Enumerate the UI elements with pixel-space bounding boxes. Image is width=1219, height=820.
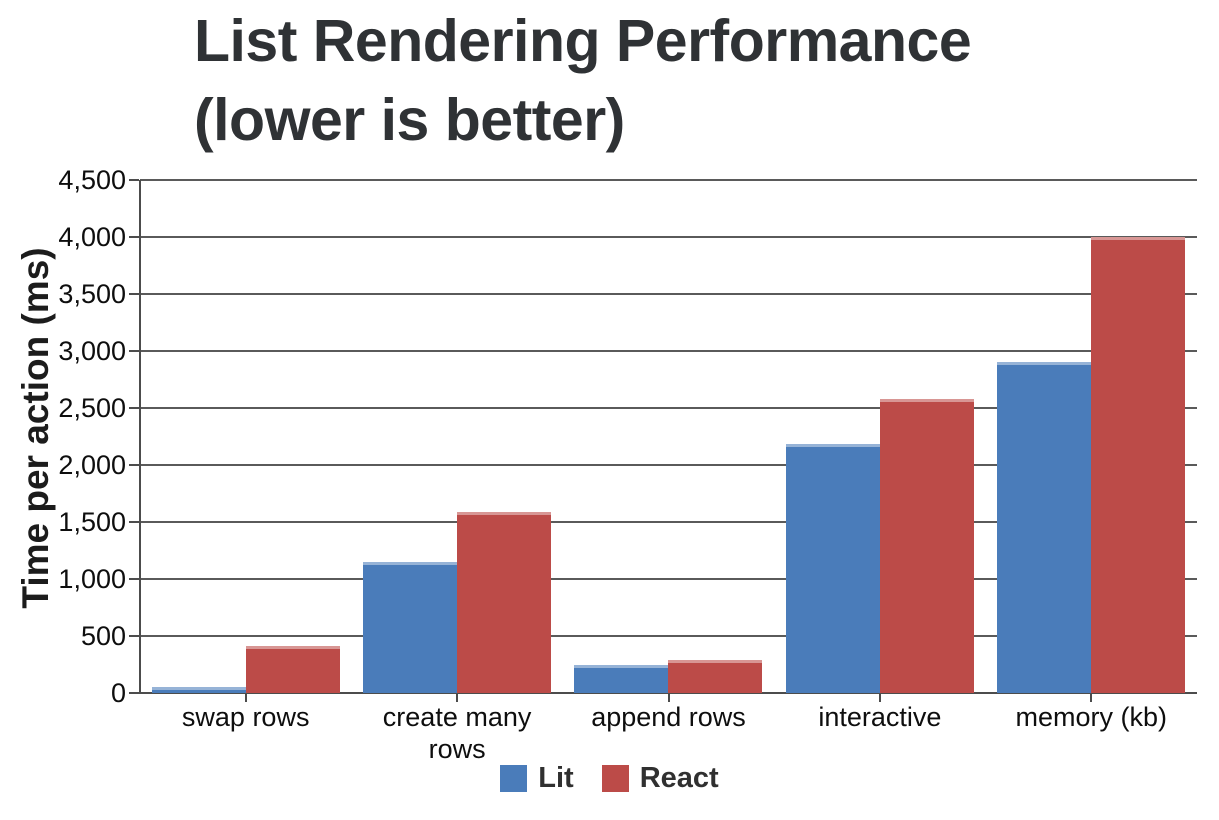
category-label-create-many-rows: create many rows [382,702,532,764]
y-axis-tick [129,521,139,523]
bar-lit-swap-rows [151,687,246,693]
gridline-4,000 [140,236,1197,238]
gridline-3,000 [140,350,1197,352]
x-axis-tick [878,693,881,702]
y-tick-label-500: 500 [80,621,126,651]
y-tick-label-4,000: 4,000 [58,222,126,252]
y-axis-tick [129,293,139,295]
y-axis-tick [129,350,139,352]
plot-area [129,179,1197,702]
chart-title-line-2: (lower is better) [194,87,625,153]
y-tick-label-0: 0 [110,678,126,708]
y-axis-tick [129,578,139,580]
bar-group-interactive [774,180,985,693]
y-tick-label-2,500: 2,500 [58,393,126,423]
x-axis-tick [456,693,459,702]
legend-label-react: React [639,762,719,794]
gridline-1,000 [140,578,1197,580]
category-label-append-rows: append rows [591,702,746,732]
gridline-4,500 [140,179,1197,181]
legend-item-react: React [601,762,719,795]
bar-react-append-rows [668,659,763,693]
y-axis-tick [129,236,139,238]
x-axis-tick [1090,693,1093,702]
x-axis-tick [667,693,670,702]
legend-swatch-lit [500,765,528,792]
chart-title-line-1: List Rendering Performance [194,8,972,74]
y-tick-label-2,000: 2,000 [58,450,126,480]
legend-label-lit: Lit [538,762,574,794]
y-axis-tick [129,179,139,181]
y-tick-label-3,000: 3,000 [58,336,126,366]
bar-lit-memory-kb [997,362,1092,693]
bar-group-memory-kb [986,180,1197,693]
gridline-500 [140,635,1197,637]
y-axis-tick [129,692,139,694]
gridline-3,500 [140,293,1197,295]
y-axis-tick [129,407,139,409]
y-tick-label-1,500: 1,500 [58,507,126,537]
bar-group-swap-rows [140,180,351,693]
category-label-memory-kb: memory (kb) [1015,702,1168,732]
y-tick-label-1,000: 1,000 [58,564,126,594]
y-tick-label-4,500: 4,500 [58,165,126,195]
chart-title: List Rendering Performance (lower is bet… [194,2,972,160]
bar-lit-append-rows [574,664,669,693]
bar-group-create-many-rows [351,180,562,693]
x-axis-tick [244,693,247,702]
y-axis-tick-labels: 0 500 1,000 1,500 2,000 2,500 3,000 3,500 4,000 4… [0,165,126,708]
bar-lit-create-many-rows [363,561,458,693]
bar-react-memory-kb [1091,237,1186,693]
category-label-interactive: interactive [818,702,942,732]
y-axis-tick [129,635,139,637]
gridline-1,500 [140,521,1197,523]
y-tick-label-3,500: 3,500 [58,279,126,309]
legend-item-lit: Lit [500,762,574,795]
bar-group-append-rows [563,180,774,693]
y-axis-line [139,180,141,694]
legend: Lit React [0,762,1219,795]
bar-react-interactive [879,398,974,693]
bar-lit-interactive [785,444,880,693]
gridline-2,500 [140,407,1197,409]
legend-swatch-react [601,765,629,792]
bar-react-create-many-rows [457,511,552,693]
y-axis-tick [129,464,139,466]
category-label-swap-rows: swap rows [181,702,310,732]
gridline-2,000 [140,464,1197,466]
bar-react-swap-rows [245,646,340,693]
